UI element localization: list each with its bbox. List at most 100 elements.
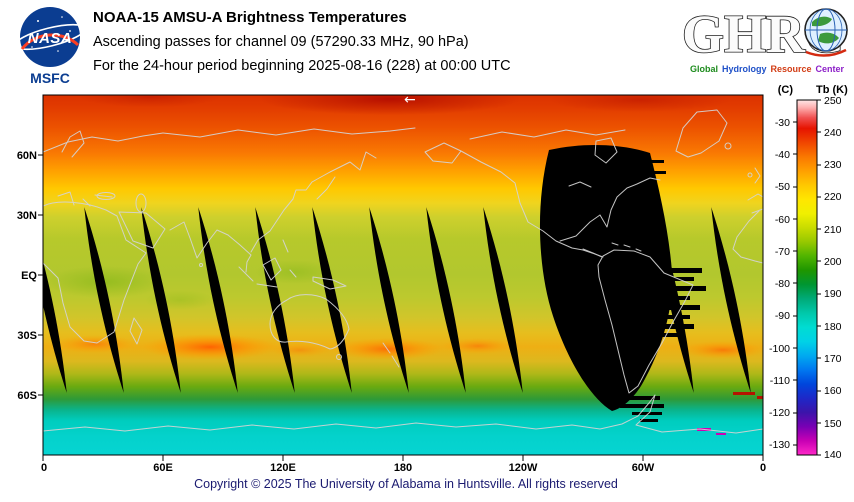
lat-label: 60S	[17, 390, 37, 402]
nasa-wordmark: NASA	[28, 30, 73, 47]
direction-arrow: ←	[404, 92, 416, 108]
coast-caribbean	[611, 242, 642, 252]
colorbar-kelvin-title: Tb (K)	[816, 84, 848, 96]
copyright-notice: Copyright © 2025 The University of Alaba…	[194, 477, 618, 491]
coast-africa	[43, 201, 147, 344]
coast-gulf-of-mexico	[559, 214, 601, 242]
kelvin-label: 210	[824, 224, 842, 236]
coast-central-america	[582, 248, 603, 258]
celsius-label: -50	[775, 181, 790, 193]
title-block: NOAA-15 AMSU-A Brightness Temperatures A…	[93, 6, 653, 78]
celsius-label: -40	[775, 149, 790, 161]
celsius-label: -30	[775, 117, 790, 129]
coast-canada-arctic	[469, 129, 626, 140]
coastlines	[43, 109, 763, 434]
coast-northamerica-west	[460, 150, 604, 258]
colorbar-ticks	[793, 99, 821, 456]
lon-label: 60E	[153, 462, 173, 474]
latitude-axis: 60N 30N EQ 30S 60S	[17, 150, 43, 402]
kelvin-label: 140	[824, 449, 842, 461]
missing-data-region	[539, 144, 673, 412]
kelvin-label: 180	[824, 321, 842, 333]
kelvin-label: 250	[824, 95, 842, 107]
lat-label: 30N	[17, 210, 37, 222]
colorbar: (C) Tb (K) 250 240 230 2	[769, 84, 848, 461]
celsius-label: -90	[775, 310, 790, 322]
coast-ireland	[747, 172, 753, 178]
msfc-label: MSFC	[30, 70, 70, 86]
coast-indochina	[227, 234, 252, 273]
coast-greenland	[675, 109, 728, 158]
celsius-label: -130	[769, 439, 790, 451]
kelvin-label: 150	[824, 418, 842, 430]
kelvin-label: 170	[824, 353, 842, 365]
lat-label: 60N	[17, 150, 37, 162]
kelvin-label: 190	[824, 288, 842, 300]
coast-great-lakes	[568, 181, 592, 188]
coast-northamerica-east	[599, 177, 661, 228]
coast-sulawesi	[289, 269, 297, 278]
ghrc-subtitle: Global Hydrology Resource Center	[690, 64, 845, 74]
lon-label: 0	[760, 462, 766, 474]
coast-australia	[269, 294, 350, 350]
celsius-label: -100	[769, 343, 790, 355]
coast-siberia	[162, 127, 416, 138]
coast-philippines	[282, 239, 289, 253]
lon-label: 0	[41, 462, 47, 474]
lon-label: 60W	[632, 462, 655, 474]
kelvin-label: 160	[824, 385, 842, 397]
ghrc-logo: GHRC Global Hydrology Resource Center	[681, 3, 848, 74]
coast-newguinea	[312, 276, 347, 290]
coast-eastasia	[250, 151, 377, 253]
coast-arabia	[118, 211, 166, 249]
coast-southamerica	[597, 249, 694, 394]
coast-westafrica	[732, 210, 763, 264]
coast-hudson-bay	[594, 137, 618, 164]
coast-iberia	[747, 193, 763, 214]
longitude-axis: 0 60E 120E 180 120W 60W 0	[41, 455, 766, 474]
nasa-orbit-icon	[14, 23, 86, 51]
coast-alaska	[424, 142, 462, 164]
coast-madagascar	[129, 317, 143, 345]
coast-mediterranean	[57, 191, 113, 207]
nasa-swoosh-icon	[20, 33, 80, 50]
coast-tasmania	[336, 354, 342, 360]
coast-borneo	[262, 257, 282, 281]
coast-uk	[754, 167, 761, 184]
kelvin-label: 240	[824, 127, 842, 139]
longitude-ticks	[42, 455, 764, 461]
orbit-gap-swaths	[43, 144, 756, 422]
nasa-msfc-logo: NASA MSFC	[14, 7, 86, 86]
coast-java	[256, 283, 278, 288]
celsius-label: -60	[775, 214, 790, 226]
celsius-label: -120	[769, 407, 790, 419]
lat-label: 30S	[17, 330, 37, 342]
celsius-label: -80	[775, 278, 790, 290]
coast-blacksea	[96, 192, 116, 200]
colorbar-celsius-labels: -30 -40 -50 -60 -70 -80 -90 -100 -110 -1…	[769, 117, 790, 451]
coast-newzealand	[382, 342, 400, 368]
nasa-meatball-icon	[20, 7, 80, 67]
coast-caspian	[135, 193, 147, 213]
nasa-stars	[31, 16, 71, 52]
kelvin-label: 200	[824, 256, 842, 268]
lat-label: EQ	[21, 270, 37, 282]
subtitle-period: For the 24-hour period beginning 2025-08…	[93, 58, 511, 74]
coast-japan	[316, 176, 336, 200]
colorbar-celsius-title: (C)	[778, 84, 794, 96]
kelvin-label: 220	[824, 191, 842, 203]
celsius-label: -110	[770, 375, 790, 387]
coast-sumatra	[238, 266, 254, 282]
coast-antarctica	[43, 394, 763, 434]
ghrc-globe-icon	[804, 8, 848, 57]
coast-india	[169, 221, 229, 259]
colorbar-kelvin-labels: 250 240 230 220 210 200 190 180 170 160 …	[824, 95, 842, 461]
coast-scandinavia	[61, 130, 85, 158]
kelvin-label: 230	[824, 159, 842, 171]
lon-label: 120W	[509, 462, 538, 474]
page-title: NOAA-15 AMSU-A Brightness Temperatures	[93, 9, 407, 26]
lon-label: 180	[394, 462, 412, 474]
colorbar-gradient	[796, 99, 818, 456]
